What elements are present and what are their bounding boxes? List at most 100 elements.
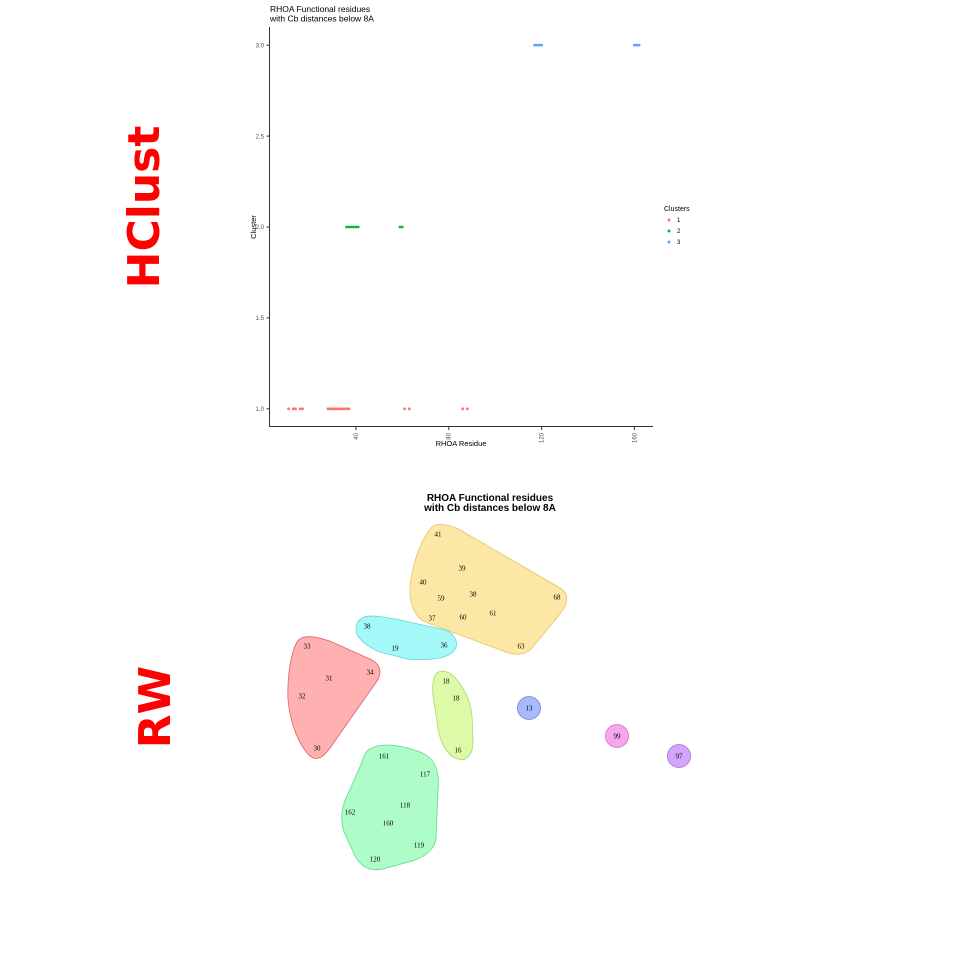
x-ticks: 40 80 120 160 bbox=[354, 427, 638, 443]
y-tick-label: 3.0 bbox=[256, 43, 265, 49]
point-cluster-3 bbox=[635, 43, 639, 47]
cluster-hull-2 bbox=[355, 615, 457, 661]
node-68: 68 bbox=[554, 594, 562, 602]
node-36: 36 bbox=[441, 642, 449, 650]
node-40: 40 bbox=[420, 579, 428, 587]
x-axis-label: RHOA Residue bbox=[436, 439, 487, 448]
node-119: 119 bbox=[414, 842, 425, 850]
node-16: 16 bbox=[455, 747, 463, 755]
node-33: 33 bbox=[304, 643, 312, 651]
legend-key-1 bbox=[667, 218, 671, 222]
point-cluster-2 bbox=[347, 225, 351, 229]
node-39: 39 bbox=[459, 565, 467, 573]
node-labels: 41 39 40 38 59 37 60 61 68 63 38 19 36 33 34 31 32 30 18 18… bbox=[299, 531, 684, 864]
node-19: 19 bbox=[392, 645, 400, 653]
legend-title: Clusters bbox=[664, 206, 690, 213]
point-cluster-1 bbox=[340, 407, 344, 411]
x-tick-label: 120 bbox=[540, 432, 546, 443]
cluster-hulls bbox=[287, 524, 691, 871]
point-cluster-1 bbox=[461, 407, 465, 411]
node-162: 162 bbox=[345, 809, 356, 817]
cluster-hull-3 bbox=[287, 636, 381, 759]
node-60: 60 bbox=[460, 614, 468, 622]
network-cluster-plot: RHOA Functional residues with Cb distanc… bbox=[287, 493, 691, 871]
point-cluster-1 bbox=[333, 407, 337, 411]
node-63: 63 bbox=[518, 643, 526, 651]
point-cluster-3 bbox=[537, 43, 541, 47]
scatter-title-line-2: with Cb distances below 8A bbox=[269, 14, 374, 24]
point-cluster-3 bbox=[535, 43, 539, 47]
point-cluster-1 bbox=[403, 407, 407, 411]
network-title-line-1: RHOA Functional residues bbox=[427, 493, 554, 504]
legend-label-1: 1 bbox=[677, 218, 681, 224]
point-cluster-3 bbox=[633, 43, 636, 47]
node-32: 32 bbox=[299, 693, 307, 701]
node-61: 61 bbox=[490, 610, 498, 618]
node-117: 117 bbox=[420, 771, 431, 779]
node-31: 31 bbox=[326, 675, 334, 683]
node-41: 41 bbox=[435, 531, 443, 539]
point-cluster-1 bbox=[407, 407, 411, 411]
point-cluster-1 bbox=[465, 407, 469, 411]
cluster-hull-7 bbox=[667, 744, 691, 768]
legend-label-3: 3 bbox=[677, 240, 681, 246]
point-cluster-2 bbox=[398, 225, 402, 229]
node-59: 59 bbox=[438, 595, 446, 603]
x-tick-label: 160 bbox=[632, 432, 638, 443]
point-cluster-2 bbox=[356, 225, 360, 229]
cluster-hull-5 bbox=[517, 696, 541, 720]
y-ticks: 1.0 1.5 2.0 2.5 3.0 bbox=[256, 43, 270, 413]
legend-key-2 bbox=[667, 229, 671, 233]
node-118: 118 bbox=[400, 802, 411, 810]
point-cluster-2 bbox=[349, 225, 353, 229]
node-18: 18 bbox=[453, 695, 461, 703]
cluster-hull-4 bbox=[432, 670, 474, 761]
point-cluster-1 bbox=[298, 407, 302, 411]
point-cluster-1 bbox=[338, 407, 342, 411]
network-title-line-2: with Cb distances below 8A bbox=[423, 503, 556, 514]
y-tick-label: 2.5 bbox=[256, 134, 265, 140]
node-18: 18 bbox=[443, 678, 451, 686]
point-cluster-2 bbox=[345, 225, 348, 229]
point-cluster-3 bbox=[637, 43, 641, 47]
node-13: 13 bbox=[526, 705, 534, 713]
data-points bbox=[287, 43, 641, 411]
point-cluster-2 bbox=[352, 225, 355, 229]
point-cluster-1 bbox=[335, 407, 339, 411]
scatter-title-line-1: RHOA Functional residues bbox=[270, 4, 370, 14]
point-cluster-1 bbox=[345, 407, 348, 411]
legend-key-3 bbox=[667, 240, 671, 244]
point-cluster-3 bbox=[540, 43, 543, 47]
cluster-hull-1 bbox=[409, 524, 568, 655]
legend: Clusters 1 2 3 bbox=[664, 206, 690, 246]
x-tick-label: 40 bbox=[354, 432, 360, 439]
cluster-hull-8 bbox=[341, 744, 439, 871]
point-cluster-1 bbox=[287, 407, 290, 411]
point-cluster-1 bbox=[328, 407, 332, 411]
node-34: 34 bbox=[367, 669, 375, 677]
node-160: 160 bbox=[383, 820, 394, 828]
node-38: 38 bbox=[470, 591, 478, 599]
point-cluster-2 bbox=[400, 225, 404, 229]
node-99: 99 bbox=[614, 733, 622, 741]
point-cluster-1 bbox=[294, 407, 297, 411]
point-cluster-3 bbox=[533, 43, 537, 47]
point-cluster-1 bbox=[347, 407, 351, 411]
point-cluster-1 bbox=[301, 407, 304, 411]
y-tick-label: 1.0 bbox=[256, 407, 265, 413]
point-cluster-1 bbox=[342, 407, 346, 411]
y-tick-label: 1.5 bbox=[256, 316, 265, 322]
y-tick-label: 2.0 bbox=[256, 225, 265, 231]
y-axis-label: Cluster bbox=[249, 215, 258, 239]
node-30: 30 bbox=[314, 745, 322, 753]
point-cluster-2 bbox=[354, 225, 358, 229]
point-cluster-1 bbox=[291, 407, 295, 411]
point-cluster-1 bbox=[331, 407, 335, 411]
cluster-hull-6 bbox=[605, 724, 629, 748]
node-120: 120 bbox=[370, 856, 381, 864]
legend-label-2: 2 bbox=[677, 229, 681, 235]
node-37: 37 bbox=[429, 615, 437, 623]
x-tick-label: 80 bbox=[447, 432, 453, 439]
node-97: 97 bbox=[676, 753, 684, 761]
